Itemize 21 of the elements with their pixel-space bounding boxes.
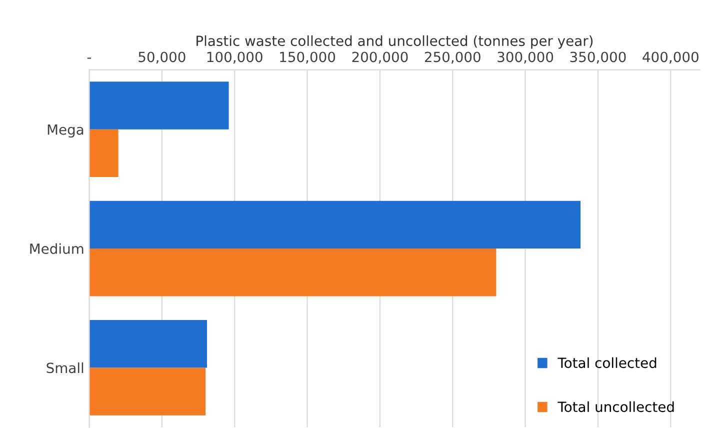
bar [89,248,496,296]
legend-label: Total collected [558,357,656,368]
bar [89,368,206,416]
x-tick-label: 100,000 [207,52,262,64]
x-tick-label: 200,000 [352,52,408,64]
x-axis-title: Plastic waste collected and uncollected (tonnes per year) [196,35,593,49]
y-tick-label: Medium [30,243,84,254]
y-tick-label: Small [46,362,84,374]
bar [89,129,118,178]
y-tick-label: Mega [48,124,84,138]
bar [89,200,581,249]
legend-label: Total uncollected [558,401,674,412]
bar [89,82,229,130]
x-tick-label: 400,000 [642,52,698,64]
x-tick-label: - [87,58,92,59]
bar [89,320,207,368]
x-tick-label: 50,000 [138,52,186,64]
x-tick-label: 250,000 [424,52,480,64]
x-tick-label: 300,000 [498,52,554,64]
x-tick-label: 150,000 [280,52,336,64]
x-tick-label: 350,000 [570,52,626,64]
